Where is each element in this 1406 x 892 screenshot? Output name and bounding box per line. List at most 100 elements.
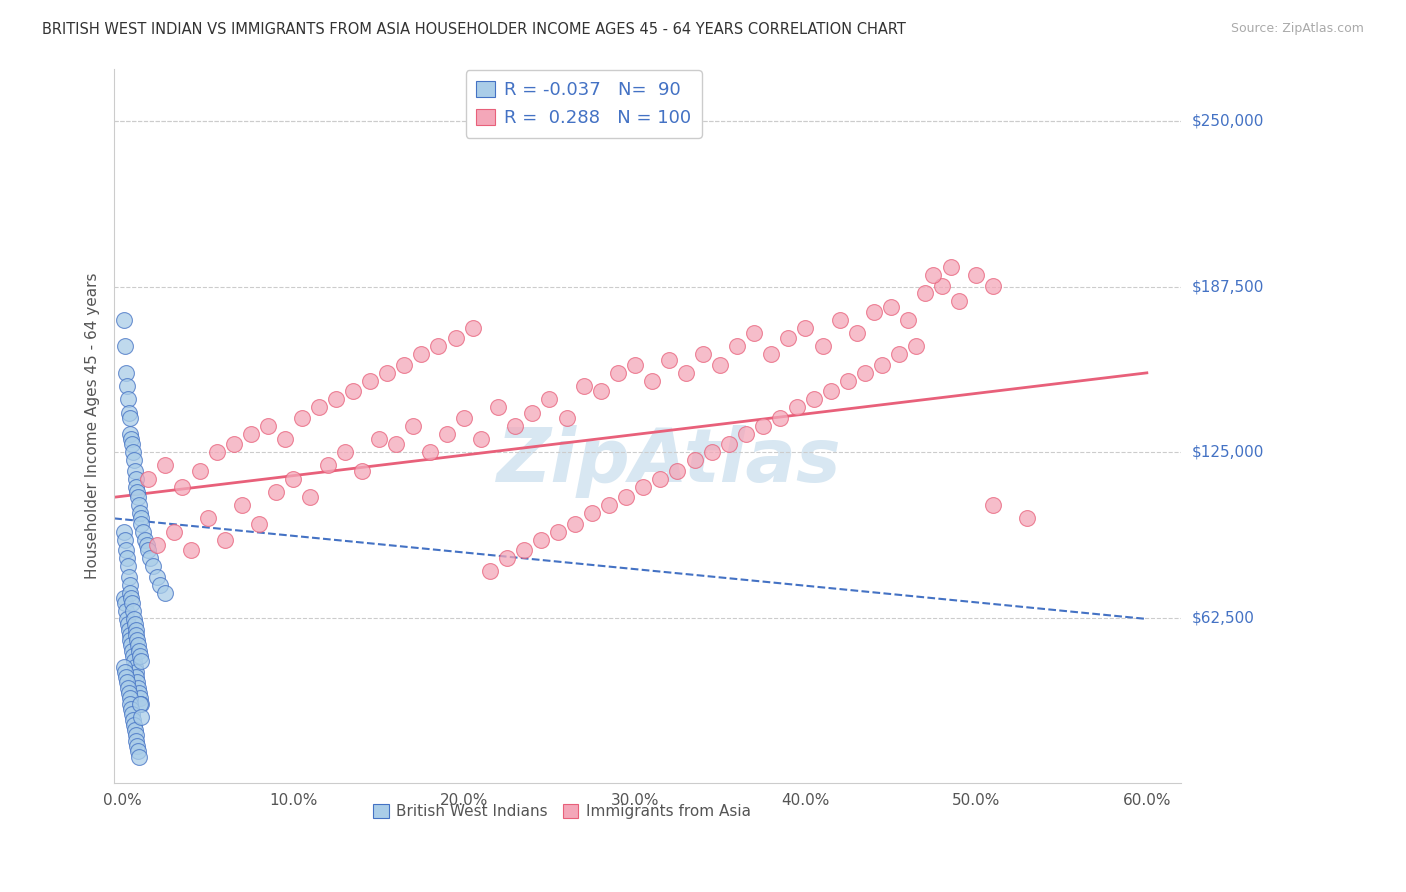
Point xyxy=(118,405,141,419)
Point xyxy=(589,384,612,399)
Point xyxy=(124,464,146,478)
Point xyxy=(124,723,146,738)
Point xyxy=(555,410,578,425)
Point xyxy=(581,506,603,520)
Point xyxy=(115,670,138,684)
Point xyxy=(114,533,136,547)
Point xyxy=(112,591,135,605)
Point xyxy=(247,516,270,531)
Point xyxy=(222,437,245,451)
Point xyxy=(205,445,228,459)
Point xyxy=(803,392,825,407)
Text: BRITISH WEST INDIAN VS IMMIGRANTS FROM ASIA HOUSEHOLDER INCOME AGES 45 - 64 YEAR: BRITISH WEST INDIAN VS IMMIGRANTS FROM A… xyxy=(42,22,905,37)
Point xyxy=(131,516,153,531)
Point xyxy=(350,464,373,478)
Point xyxy=(402,418,425,433)
Point xyxy=(127,639,149,653)
Point xyxy=(188,464,211,478)
Point xyxy=(146,569,169,583)
Point xyxy=(129,654,152,668)
Point xyxy=(308,401,330,415)
Point xyxy=(139,551,162,566)
Point xyxy=(132,524,155,539)
Point xyxy=(120,591,142,605)
Point xyxy=(120,639,142,653)
Point xyxy=(124,472,146,486)
Point xyxy=(299,490,322,504)
Point xyxy=(828,313,851,327)
Point xyxy=(122,445,145,459)
Point xyxy=(658,352,681,367)
Point xyxy=(115,366,138,380)
Point xyxy=(769,410,792,425)
Point xyxy=(572,379,595,393)
Point xyxy=(752,418,775,433)
Point xyxy=(486,401,509,415)
Point xyxy=(128,749,150,764)
Point xyxy=(142,559,165,574)
Point xyxy=(114,339,136,353)
Point xyxy=(120,432,142,446)
Point xyxy=(129,511,152,525)
Point xyxy=(128,686,150,700)
Point xyxy=(114,665,136,679)
Point xyxy=(115,604,138,618)
Point xyxy=(709,358,731,372)
Point xyxy=(837,374,859,388)
Point xyxy=(124,617,146,632)
Point xyxy=(112,524,135,539)
Point xyxy=(478,565,501,579)
Point xyxy=(180,543,202,558)
Point xyxy=(948,294,970,309)
Point xyxy=(120,585,142,599)
Point xyxy=(889,347,911,361)
Point xyxy=(564,516,586,531)
Point xyxy=(862,305,884,319)
Point xyxy=(778,331,800,345)
Point xyxy=(128,506,150,520)
Point xyxy=(666,464,689,478)
Point xyxy=(880,300,903,314)
Text: ZipAtlas: ZipAtlas xyxy=(496,425,841,498)
Point xyxy=(125,733,148,747)
Point xyxy=(786,401,808,415)
Point xyxy=(461,321,484,335)
Point xyxy=(118,569,141,583)
Point xyxy=(122,654,145,668)
Point xyxy=(155,458,177,473)
Point xyxy=(128,648,150,663)
Point xyxy=(914,286,936,301)
Point xyxy=(470,432,492,446)
Point xyxy=(794,321,817,335)
Point xyxy=(734,426,756,441)
Point xyxy=(853,366,876,380)
Text: $250,000: $250,000 xyxy=(1192,114,1264,129)
Point xyxy=(129,710,152,724)
Text: $125,000: $125,000 xyxy=(1192,445,1264,459)
Point xyxy=(606,366,628,380)
Point xyxy=(136,472,159,486)
Point xyxy=(427,339,450,353)
Point xyxy=(614,490,637,504)
Point xyxy=(127,633,149,648)
Point xyxy=(683,453,706,467)
Point xyxy=(127,681,149,695)
Point xyxy=(127,739,149,753)
Point xyxy=(121,644,143,658)
Point xyxy=(122,453,145,467)
Point xyxy=(453,410,475,425)
Point xyxy=(124,728,146,742)
Point xyxy=(118,686,141,700)
Point xyxy=(342,384,364,399)
Point xyxy=(922,268,945,282)
Point xyxy=(316,458,339,473)
Point xyxy=(197,511,219,525)
Point xyxy=(117,392,139,407)
Point xyxy=(127,744,149,758)
Point xyxy=(125,670,148,684)
Point xyxy=(436,426,458,441)
Point xyxy=(692,347,714,361)
Point xyxy=(411,347,433,361)
Point xyxy=(513,543,536,558)
Point xyxy=(122,713,145,727)
